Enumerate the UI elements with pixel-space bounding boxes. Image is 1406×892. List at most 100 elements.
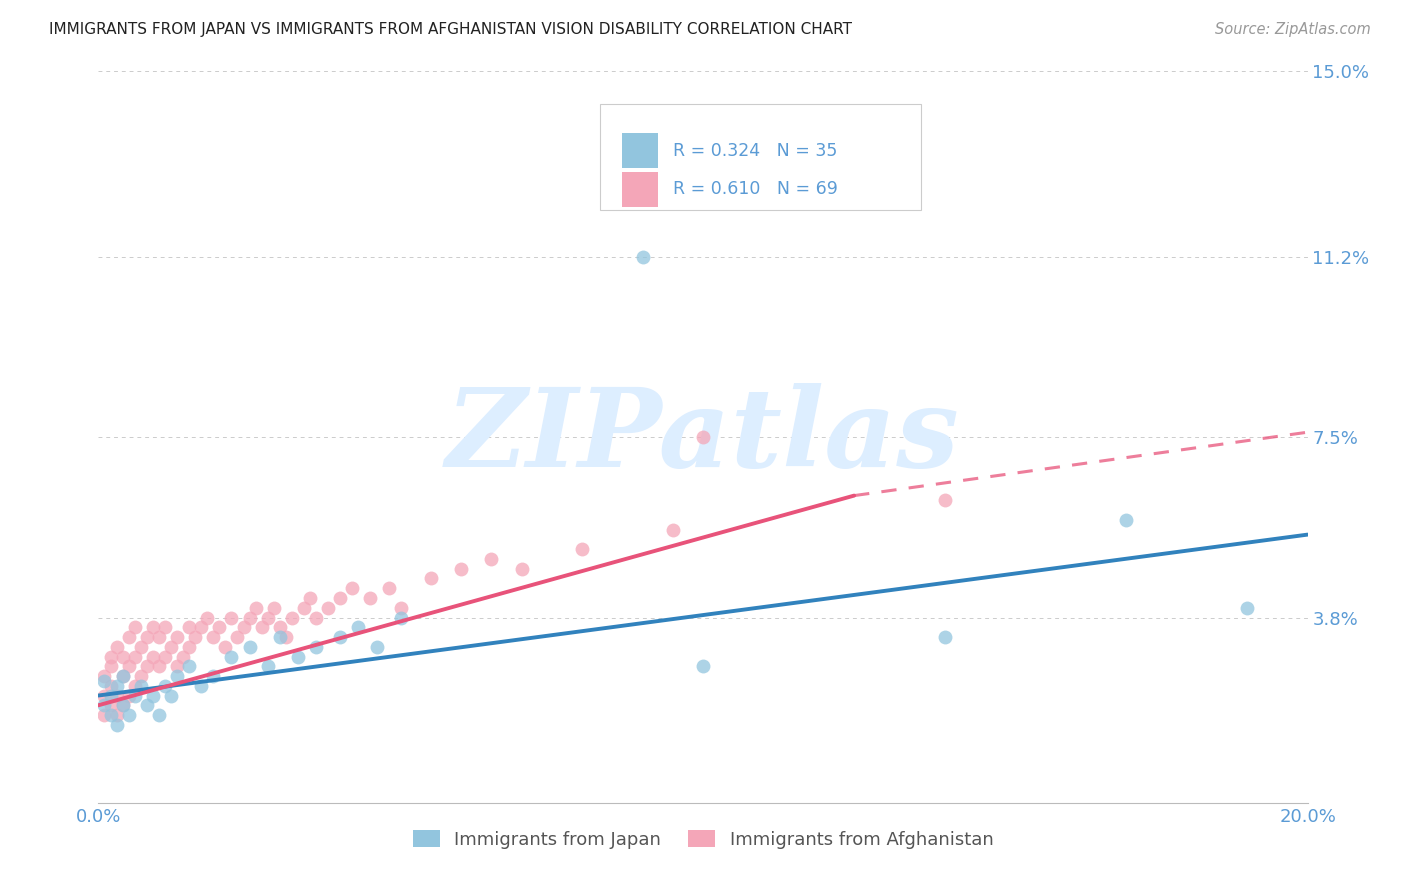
Point (142, 620, 165, 634)
Point (190, 620, 212, 634)
Point (184, 630, 207, 644)
Point (100, 689, 122, 703)
Point (329, 591, 352, 605)
Point (153, 649, 176, 664)
Bar (621, 134, 658, 169)
Point (105, 640, 128, 654)
Point (287, 649, 309, 664)
Point (93, 689, 115, 703)
Point (256, 610, 278, 624)
Text: IMMIGRANTS FROM JAPAN VS IMMIGRANTS FROM AFGHANISTAN VISION DISABILITY CORRELATI: IMMIGRANTS FROM JAPAN VS IMMIGRANTS FROM… (49, 22, 852, 37)
Point (377, 581, 399, 595)
Point (305, 640, 328, 654)
Point (100, 698, 122, 713)
Point (239, 610, 262, 624)
Point (142, 649, 165, 664)
Point (160, 640, 183, 654)
Point (571, 542, 593, 557)
Point (232, 620, 254, 634)
Point (179, 620, 201, 634)
Point (111, 649, 134, 664)
Point (105, 679, 128, 693)
Point (93, 708, 115, 723)
Point (934, 493, 956, 508)
Point (269, 630, 291, 644)
Point (221, 649, 243, 664)
Point (305, 610, 328, 624)
Point (481, 552, 503, 566)
Point (420, 572, 443, 586)
Point (111, 698, 134, 713)
Point (100, 708, 122, 723)
Point (329, 630, 352, 644)
Point (135, 659, 157, 673)
Point (342, 581, 364, 595)
Point (250, 620, 273, 634)
Point (124, 689, 146, 703)
Point (148, 708, 170, 723)
Point (263, 600, 285, 615)
Point (202, 630, 225, 644)
Point (105, 689, 128, 703)
Point (100, 679, 122, 693)
Point (1115, 513, 1137, 527)
Point (93, 698, 115, 713)
Text: R = 0.324   N = 35: R = 0.324 N = 35 (672, 142, 837, 160)
Point (135, 630, 157, 644)
Point (221, 610, 243, 624)
Point (93, 669, 115, 683)
Point (93, 673, 115, 688)
Legend: Immigrants from Japan, Immigrants from Afghanistan: Immigrants from Japan, Immigrants from A… (405, 822, 1001, 856)
Point (111, 698, 134, 713)
Point (214, 640, 236, 654)
Point (631, 250, 654, 264)
Point (100, 659, 122, 673)
Point (347, 620, 370, 634)
Point (100, 649, 122, 664)
Point (195, 610, 218, 624)
Point (256, 659, 278, 673)
Point (179, 640, 201, 654)
Point (202, 669, 225, 683)
Point (179, 659, 201, 673)
Point (389, 610, 412, 624)
Point (316, 600, 339, 615)
Point (124, 620, 146, 634)
Point (299, 591, 322, 605)
Point (105, 708, 128, 723)
Point (166, 669, 188, 683)
Point (118, 708, 141, 723)
Text: ZIPatlas: ZIPatlas (446, 384, 960, 491)
Point (269, 620, 291, 634)
Point (692, 659, 714, 673)
Point (239, 640, 262, 654)
Point (111, 669, 134, 683)
Point (366, 640, 388, 654)
Point (1236, 600, 1258, 615)
Point (135, 698, 157, 713)
Point (148, 630, 170, 644)
Point (292, 600, 315, 615)
Point (118, 689, 141, 703)
Point (172, 649, 194, 664)
Text: Source: ZipAtlas.com: Source: ZipAtlas.com (1215, 22, 1371, 37)
Point (510, 562, 533, 576)
Point (166, 659, 188, 673)
Point (118, 630, 141, 644)
Point (124, 679, 146, 693)
Point (153, 679, 176, 693)
Point (389, 600, 412, 615)
Point (226, 630, 249, 644)
Point (129, 669, 152, 683)
Point (124, 649, 146, 664)
Point (190, 679, 212, 693)
Point (129, 679, 152, 693)
Point (105, 718, 128, 732)
Y-axis label: Vision Disability: Vision Disability (0, 365, 8, 509)
Point (661, 523, 683, 537)
Point (129, 640, 152, 654)
Bar (621, 171, 658, 207)
Point (281, 610, 304, 624)
Point (148, 659, 170, 673)
Text: R = 0.610   N = 69: R = 0.610 N = 69 (672, 180, 838, 198)
